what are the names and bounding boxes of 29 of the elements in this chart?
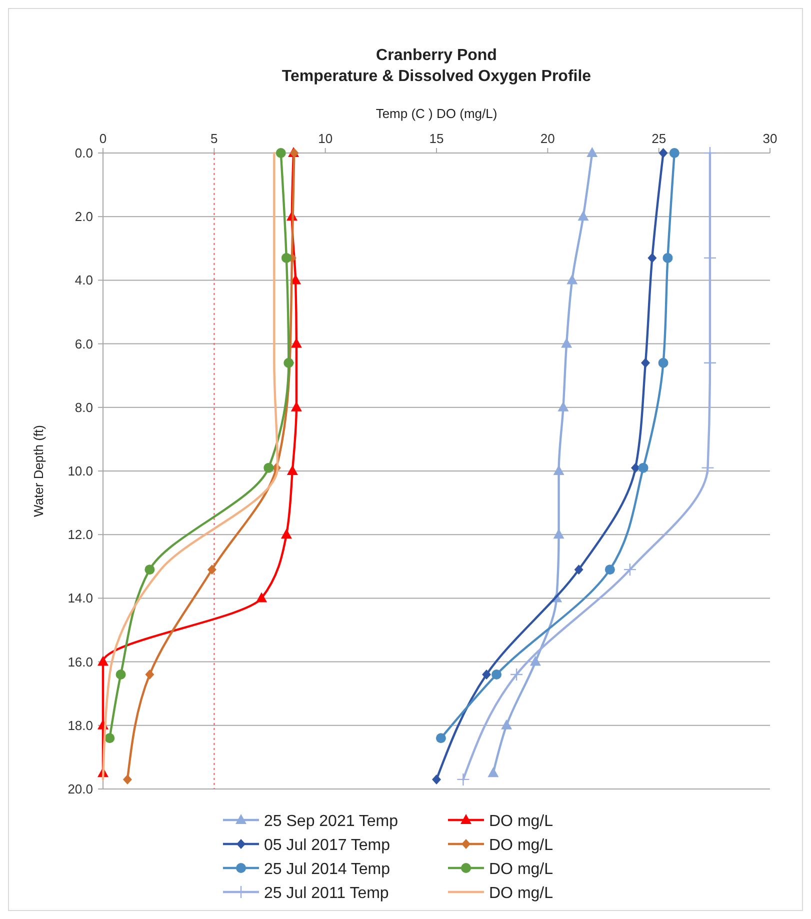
legend-label: DO mg/L xyxy=(489,837,554,854)
legend-label: 05 Jul 2017 Temp xyxy=(264,837,390,854)
y-tick-label: 16.0 xyxy=(68,654,93,670)
y-tick-label: 4.0 xyxy=(74,272,93,288)
y-tick-label: 0.0 xyxy=(74,146,93,160)
x-axis-title: Temp (C ) DO (mg/L) xyxy=(376,106,498,121)
legend-label: DO mg/L xyxy=(489,813,554,830)
y-tick-label: 10.0 xyxy=(68,464,93,478)
legend-label: 25 Jul 2011 Temp xyxy=(264,885,389,902)
y-tick-label: 12.0 xyxy=(68,527,93,542)
chart-title: Cranberry Pond Temperature & Dissolved Oxygen Profile xyxy=(282,47,592,85)
legend-label: 25 Jul 2014 Temp xyxy=(264,861,390,878)
legend-label: DO mg/L xyxy=(489,861,554,878)
x-tick-label: 30 xyxy=(762,131,778,146)
y-tick-label: 14.0 xyxy=(68,590,93,606)
y-tick-label: 18.0 xyxy=(68,718,93,733)
legend-label: DO mg/L xyxy=(489,885,554,902)
x-tick-label: 20 xyxy=(540,131,555,146)
x-tick-label: 10 xyxy=(318,131,333,146)
x-tick-label: 25 xyxy=(652,131,666,146)
y-tick-label: 20.0 xyxy=(68,782,93,796)
y-tick-label: 2.0 xyxy=(74,209,93,224)
x-tick-label: 0 xyxy=(99,131,107,146)
y-axis-title: Water Depth (ft) xyxy=(31,425,46,517)
x-tick-label: 15 xyxy=(429,131,444,146)
legend-label: 25 Sep 2021 Temp xyxy=(264,813,398,830)
y-tick-label: 6.0 xyxy=(74,336,93,352)
y-tick-label: 8.0 xyxy=(74,400,93,415)
x-tick-label: 5 xyxy=(210,131,218,146)
